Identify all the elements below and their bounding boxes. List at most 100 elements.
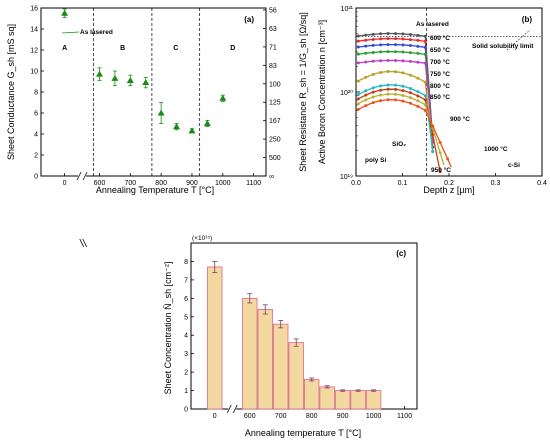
b-marker-5 (423, 80, 427, 84)
c-xtick-label: 700 (275, 413, 287, 420)
c-xtick-label: 600 (244, 413, 256, 420)
b-marker-6 (401, 84, 405, 88)
a-data-point (96, 70, 103, 77)
a-axis-break-slash-2 (82, 171, 88, 181)
a-y2tick-label: 71 (269, 44, 277, 51)
b-marker-1 (371, 37, 375, 41)
b-marker-1 (364, 38, 368, 42)
b-marker-2 (416, 44, 420, 48)
b-marker-9 (401, 99, 405, 103)
b-marker-9 (379, 99, 383, 103)
b-marker-2 (379, 43, 383, 47)
b-xtick-label: 0.2 (444, 180, 454, 187)
a-data-point (157, 109, 165, 116)
b-label-950: 950 °C (431, 166, 451, 174)
panel-a-points (61, 8, 227, 134)
b-label-1000: 1000 °C (484, 145, 508, 153)
c-axis-break-slash-1 (226, 404, 232, 414)
a-ytick-label: 4 (34, 132, 38, 139)
b-marker-5 (379, 70, 383, 74)
b-marker-8 (371, 95, 375, 99)
panel-c: (c) (×10¹⁵) Annealing temperature T [°C]… (79, 235, 418, 438)
b-marker-5 (356, 79, 360, 83)
b-marker-6 (371, 86, 375, 90)
a-axis-break-gap (78, 173, 87, 179)
b-label-600: 600 °C (430, 34, 450, 42)
a-region-label: A (62, 45, 67, 52)
b-marker-7 (401, 89, 405, 93)
b-profile-5 (357, 70, 434, 152)
a-data-point (219, 94, 227, 101)
b-marker-9 (438, 140, 442, 144)
c-axis-break-gap (228, 406, 237, 412)
b-marker-5 (371, 72, 375, 76)
b-marker-7 (408, 91, 412, 95)
c-ytick-label: 4 (184, 333, 188, 340)
c-ytick-label: 7 (184, 277, 188, 284)
c-ytick-label: 0 (184, 407, 188, 414)
b-marker-0 (401, 32, 405, 36)
a-xtick-label: 600 (94, 180, 106, 187)
b-label-900: 900 °C (450, 115, 470, 123)
b-marker-5 (408, 73, 412, 77)
b-marker-8 (364, 98, 368, 102)
a-y2tick-label: 100 (269, 81, 281, 88)
b-label-solubility: Solid solubility limit (472, 43, 534, 50)
b-marker-8 (408, 96, 412, 100)
b-marker-3 (408, 51, 412, 55)
b-label-850: 850 °C (430, 93, 450, 101)
b-xtick-label: 0.1 (398, 180, 408, 187)
panel-c-multiplier: (×10¹⁵) (192, 235, 212, 242)
b-marker-8 (356, 102, 360, 106)
a-region-label: C (173, 45, 178, 52)
c-top-break-1 (79, 238, 85, 248)
b-marker-7 (371, 90, 375, 94)
b-marker-0 (386, 32, 390, 36)
a-y2tick-label: 500 (269, 155, 281, 162)
panel-a-annotation-arrow (61, 31, 80, 34)
c-xtick-label: 1000 (366, 413, 382, 420)
c-bar (257, 308, 273, 410)
b-marker-3 (371, 50, 375, 54)
b-label-as-lasered: As lasered (416, 21, 449, 28)
c-xtick-label: 0 (213, 413, 217, 420)
b-marker-2 (408, 44, 412, 48)
b-marker-4 (371, 59, 375, 63)
b-marker-9 (423, 108, 427, 112)
c-ytick-label: 2 (184, 370, 188, 377)
b-marker-9 (446, 157, 450, 161)
b-marker-0 (379, 32, 383, 36)
b-marker-9 (386, 98, 390, 102)
b-marker-7 (356, 97, 360, 101)
b-label-700: 700 °C (430, 58, 450, 66)
b-marker-1 (416, 38, 420, 42)
b-ytick-label: 10¹⁹ (340, 174, 353, 181)
a-ytick-label: 6 (34, 111, 38, 118)
b-marker-2 (394, 43, 398, 47)
b-label-800: 800 °C (430, 82, 450, 90)
b-marker-1 (356, 39, 360, 43)
b-marker-6 (394, 83, 398, 87)
panel-c-frame (190, 242, 418, 410)
b-marker-4 (423, 61, 427, 65)
b-marker-0 (371, 32, 375, 36)
b-label-650: 650 °C (430, 46, 450, 54)
c-bar (334, 390, 351, 410)
b-marker-6 (416, 90, 420, 94)
c-bar (242, 297, 258, 410)
b-marker-1 (386, 37, 390, 41)
panel-a-as-lasered-label: As lasered (80, 29, 113, 36)
c-xtick-label: 1100 (397, 413, 412, 420)
b-marker-9 (408, 101, 412, 105)
b-marker-8 (401, 93, 405, 97)
b-profile-3 (358, 50, 434, 142)
b-marker-0 (356, 34, 360, 38)
b-marker-3 (416, 51, 420, 55)
c-bar (273, 323, 289, 410)
a-xtick-label: 0 (63, 180, 67, 187)
b-marker-4 (394, 58, 398, 62)
panel-a-ticks: 0 600 700 800 900 1000 1100 0 2 4 6 8 10 12 14 16 ∞ 500 25… (30, 6, 281, 188)
a-data-point (61, 9, 69, 16)
a-ytick-label: 12 (30, 48, 38, 55)
b-marker-0 (394, 32, 398, 36)
